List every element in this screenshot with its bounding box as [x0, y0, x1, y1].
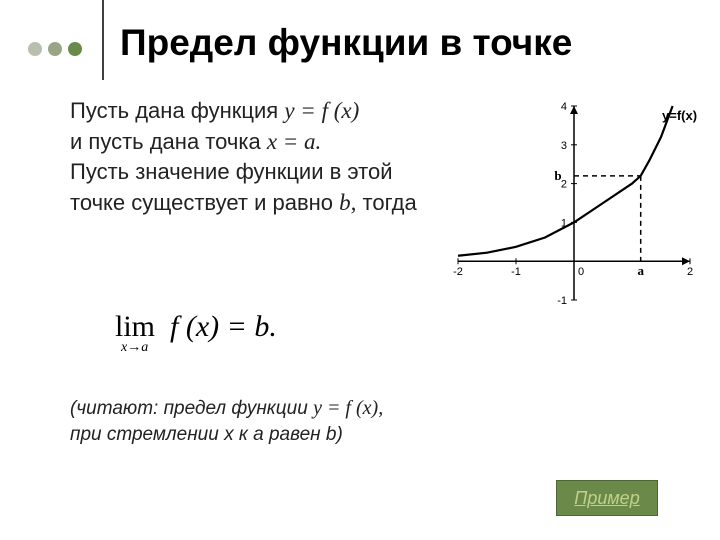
formula-lim: lim: [115, 310, 155, 343]
math-func1: y = f (x): [284, 98, 359, 123]
svg-text:a: a: [637, 263, 644, 278]
formula-body: f (x) = b.: [170, 310, 277, 343]
body-text: Пусть дана функция y = f (x) и пусть дан…: [70, 95, 440, 218]
title-vertical-line: [102, 0, 104, 80]
limit-chart: -2-102-11234aby=f(x): [440, 98, 700, 318]
dot-1: [28, 42, 42, 56]
limit-formula: lim x→a f (x) = b.: [115, 310, 277, 344]
svg-text:y=f(x): y=f(x): [662, 108, 697, 123]
reading-line1a: (читают: предел функции: [70, 398, 308, 419]
svg-text:4: 4: [561, 101, 567, 113]
text-line1: Пусть дана функция: [70, 98, 278, 123]
svg-text:2: 2: [687, 266, 693, 278]
page-title: Предел функции в точке: [120, 22, 572, 64]
svg-text:3: 3: [561, 140, 567, 152]
slide-dots: [28, 42, 82, 56]
svg-text:0: 0: [578, 266, 584, 278]
reading-text: (читают: предел функции y = f (x), при с…: [70, 395, 570, 448]
text-line2: и пусть дана точка: [70, 129, 261, 154]
example-button[interactable]: Пример: [556, 480, 658, 516]
math-point: x = a.: [267, 129, 321, 154]
svg-text:-1: -1: [557, 295, 567, 307]
dot-3: [68, 42, 82, 56]
reading-func: y = f (x),: [313, 397, 383, 419]
formula-sub: x→a: [121, 340, 148, 356]
svg-text:2: 2: [561, 179, 567, 191]
math-bvar: b,: [339, 190, 356, 215]
dot-2: [48, 42, 62, 56]
svg-text:b: b: [554, 168, 561, 183]
svg-text:-1: -1: [511, 266, 521, 278]
reading-line2: при стремлении x к a равен b): [70, 424, 343, 445]
text-line3b: тогда: [363, 190, 417, 215]
svg-text:-2: -2: [453, 266, 463, 278]
